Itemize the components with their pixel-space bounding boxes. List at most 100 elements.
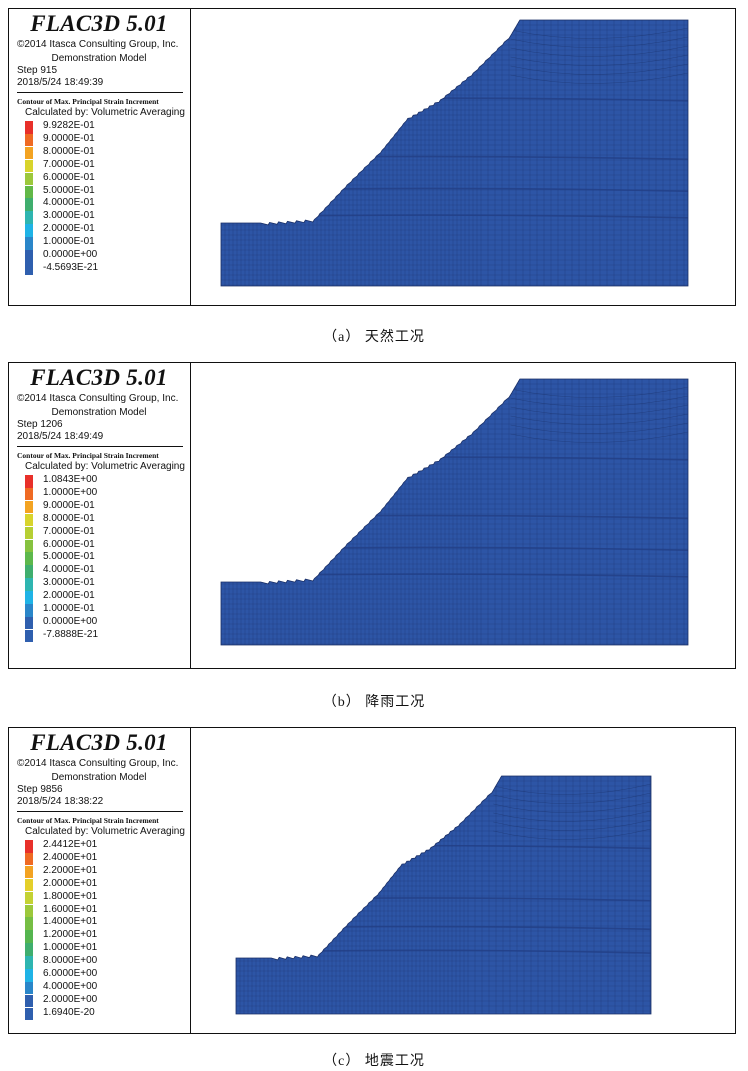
contour-title: Contour of Max. Principal Strain Increme… xyxy=(17,451,159,460)
legend-swatch xyxy=(25,930,33,943)
slope-body xyxy=(221,20,688,286)
legend-swatch xyxy=(25,943,33,956)
legend-value: 2.0000E+01 xyxy=(43,877,98,889)
contour-title: Contour of Max. Principal Strain Increme… xyxy=(17,97,159,106)
legend-swatch xyxy=(25,917,33,930)
legend-value: 5.0000E-01 xyxy=(43,184,95,196)
legend-value: 4.0000E-01 xyxy=(43,564,95,576)
legend-value: 8.0000E+00 xyxy=(43,955,98,967)
legend-swatch xyxy=(25,904,33,917)
legend-swatch xyxy=(25,956,33,969)
legend-box: FLAC3D 5.01 ©2014 Itasca Consulting Grou… xyxy=(9,728,191,1033)
legend-value: 2.0000E-01 xyxy=(43,223,95,235)
legend-swatch xyxy=(25,500,33,514)
legend-value: 6.0000E-01 xyxy=(43,538,95,550)
panel-c: FLAC3D 5.01 ©2014 Itasca Consulting Grou… xyxy=(8,727,736,1034)
legend-swatch xyxy=(25,513,33,527)
legend-swatch xyxy=(25,185,33,198)
software-title: FLAC3D 5.01 xyxy=(30,11,168,36)
legend-swatch xyxy=(25,604,33,617)
legend-swatch xyxy=(25,565,33,578)
legend-value: 2.4412E+01 xyxy=(43,839,98,850)
legend-swatch xyxy=(25,475,33,488)
legend-value: 2.0000E+00 xyxy=(43,993,98,1005)
legend-value: 0.0000E+00 xyxy=(43,249,98,260)
caption-a: （a） 天然工况 xyxy=(323,330,425,345)
calc-method: Calculated by: Volumetric Averaging xyxy=(25,107,185,118)
legend-value: 9.0000E-01 xyxy=(43,132,95,144)
legend-value: 4.0000E+00 xyxy=(43,980,98,992)
step-label: Step 9856 xyxy=(17,784,63,795)
legend-value: 1.8000E+01 xyxy=(43,890,98,902)
legend-value: 1.2000E+01 xyxy=(43,929,98,941)
slope-outline xyxy=(235,775,652,1015)
legend-swatch xyxy=(25,526,33,540)
legend-swatch xyxy=(25,865,33,879)
legend-swatch xyxy=(25,878,33,892)
legend-swatch xyxy=(25,211,33,224)
legend-swatch xyxy=(25,840,33,853)
legend-swatch xyxy=(25,224,33,237)
legend-value: 8.0000E-01 xyxy=(43,512,95,524)
legend-swatch xyxy=(25,629,33,643)
slope-outline xyxy=(220,19,689,287)
legend-swatch xyxy=(25,591,33,604)
legend-value: -7.8888E-21 xyxy=(43,628,99,640)
panel-b: FLAC3D 5.01 ©2014 Itasca Consulting Grou… xyxy=(8,362,736,669)
legend-value: 3.0000E-01 xyxy=(43,577,95,589)
software-title: FLAC3D 5.01 xyxy=(30,365,168,390)
legend-value: 1.6940E-20 xyxy=(43,1006,95,1018)
software-title: FLAC3D 5.01 xyxy=(30,730,168,755)
legend-value: 1.0000E-01 xyxy=(43,236,95,248)
step-label: Step 1206 xyxy=(17,419,63,430)
legend-value: 1.4000E+01 xyxy=(43,916,98,928)
divider xyxy=(17,811,183,812)
legend-value: 2.0000E-01 xyxy=(43,590,95,602)
legend-swatch xyxy=(25,121,33,134)
legend-swatch xyxy=(25,250,33,263)
legend-swatch xyxy=(25,172,33,186)
legend-swatch xyxy=(25,133,33,147)
divider xyxy=(17,92,183,93)
legend-value: 0.0000E+00 xyxy=(43,615,98,627)
timestamp: 2018/5/24 18:49:39 xyxy=(17,77,104,88)
caption-b: （b） 降雨工况 xyxy=(322,695,426,710)
caption-c: （c） 地震工况 xyxy=(323,1054,425,1069)
slope-mesh-plot xyxy=(220,378,689,646)
legend-value: 9.0000E-01 xyxy=(43,499,95,511)
slope-body xyxy=(236,776,651,1014)
legend-swatch xyxy=(25,616,33,630)
legend-swatch xyxy=(25,146,33,160)
timestamp: 2018/5/24 18:49:49 xyxy=(17,431,104,442)
panel-a: FLAC3D 5.01 ©2014 Itasca Consulting Grou… xyxy=(8,8,736,306)
calc-method: Calculated by: Volumetric Averaging xyxy=(25,461,185,472)
legend-swatch xyxy=(25,578,33,591)
legend-swatch xyxy=(25,237,33,250)
legend-value: 1.0000E+00 xyxy=(43,486,98,498)
model-name: Demonstration Model xyxy=(51,772,147,783)
legend-value: 1.0000E-01 xyxy=(43,603,95,614)
legend-value: 8.0000E-01 xyxy=(43,145,95,157)
slope-mesh-plot xyxy=(220,19,689,287)
legend-swatch xyxy=(25,487,33,501)
divider xyxy=(17,446,183,447)
copyright-text: ©2014 Itasca Consulting Group, Inc. xyxy=(17,39,179,50)
legend-value: 1.6000E+01 xyxy=(43,903,98,915)
legend-swatch xyxy=(25,159,33,173)
legend-swatch xyxy=(25,852,33,866)
timestamp: 2018/5/24 18:38:22 xyxy=(17,796,104,807)
legend-box: FLAC3D 5.01 ©2014 Itasca Consulting Grou… xyxy=(9,363,191,668)
calc-method: Calculated by: Volumetric Averaging xyxy=(25,826,185,837)
model-name: Demonstration Model xyxy=(51,53,147,64)
slope-outline xyxy=(220,378,689,646)
legend-value: 4.0000E-01 xyxy=(43,197,95,209)
legend-value: 6.0000E+00 xyxy=(43,968,98,979)
legend-swatch xyxy=(25,262,33,276)
legend-box: FLAC3D 5.01 ©2014 Itasca Consulting Grou… xyxy=(9,9,191,305)
slope-body xyxy=(221,379,688,645)
legend-swatch xyxy=(25,1007,33,1021)
legend-value: 6.0000E-01 xyxy=(43,171,95,183)
slope-mesh-plot xyxy=(235,775,652,1015)
legend-swatch xyxy=(25,891,33,905)
contour-title: Contour of Max. Principal Strain Increme… xyxy=(17,816,159,825)
